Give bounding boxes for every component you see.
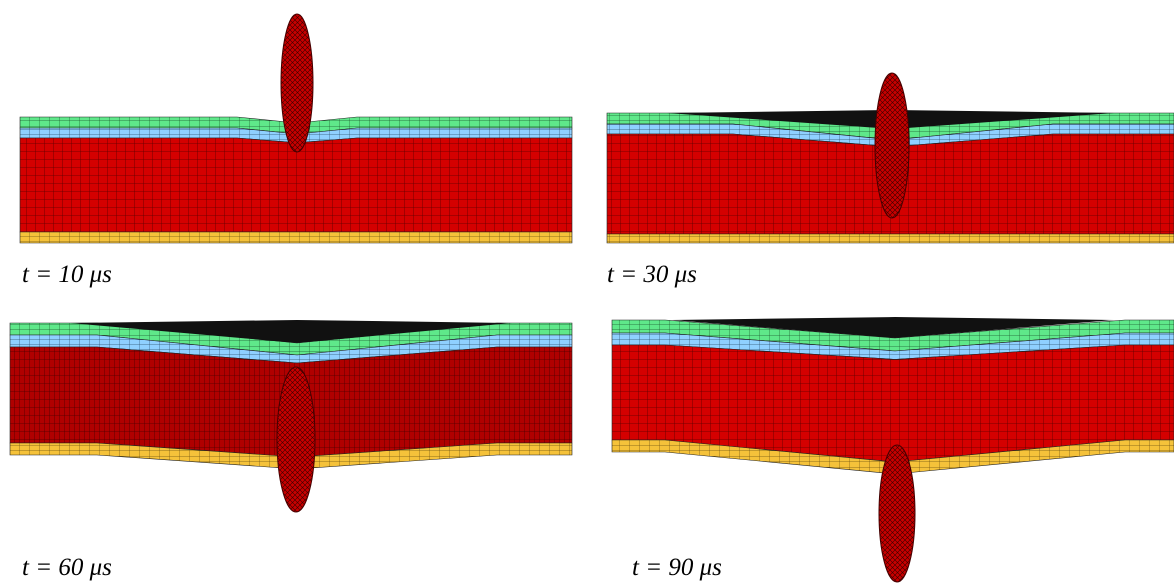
void <box>70 320 512 343</box>
caption: t = 90 μs <box>632 554 722 581</box>
simulation-frames <box>9 13 1174 583</box>
projectile <box>276 366 316 513</box>
layer-yellow <box>606 233 1174 244</box>
caption: t = 10 μs <box>22 261 112 288</box>
layer-yellow <box>611 439 1174 475</box>
caption: t = 60 μs <box>22 554 112 581</box>
layer-yellow <box>9 442 573 470</box>
projectile <box>878 444 916 583</box>
projectile <box>874 72 910 219</box>
void <box>672 317 1114 338</box>
caption: t = 30 μs <box>607 261 697 288</box>
layer-yellow <box>19 231 573 244</box>
projectile <box>280 13 314 153</box>
